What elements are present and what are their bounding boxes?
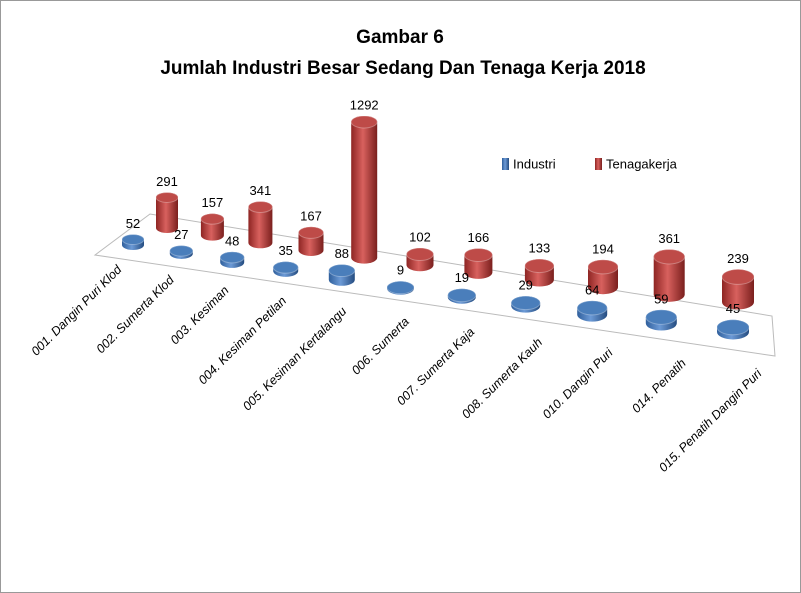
cylinder-top [121,234,145,246]
chart-title: Gambar 6 [356,27,444,48]
cylinder-top [587,259,619,275]
floor [93,213,776,357]
cylinder-top [386,280,415,295]
cylinder [156,192,178,233]
data-label: 29 [518,278,532,293]
cylinder-top [350,115,378,129]
chart-subtitle: Jumlah Industri Besar Sedang Dan Tenaga … [160,58,645,79]
cylinder [248,201,273,249]
data-label: 167 [300,208,322,223]
legend-swatch [595,158,602,170]
legend-label: Industri [513,156,556,171]
cylinder-top [328,264,356,278]
cylinder-top [447,288,477,303]
cylinder-top [716,319,750,336]
data-label: 88 [335,246,349,261]
data-label: 48 [225,233,239,248]
data-label: 52 [126,216,140,231]
data-label: 27 [174,227,188,242]
cylinder-top [406,247,434,262]
data-label: 35 [278,243,292,258]
data-label: 133 [529,241,551,256]
data-label: 45 [726,301,740,316]
data-label: 19 [455,270,469,285]
data-label: 102 [409,229,431,244]
data-label: 361 [658,231,680,246]
legend-swatch [502,158,509,170]
data-label: 341 [250,183,272,198]
cylinder-top [463,247,493,262]
data-label: 166 [468,230,490,245]
data-label: 64 [585,282,599,297]
cylinder-top [169,245,194,257]
cylinder-top [510,295,541,311]
cylinder-top [247,200,273,213]
cylinder-top [155,191,179,203]
cylinder-top [219,251,245,264]
cylinder-top [272,261,299,274]
cylinder-top [524,258,555,274]
cylinder-top [721,268,755,285]
data-label: 194 [592,241,614,256]
cylinder-top [200,213,225,225]
cylinder-top [645,309,678,325]
data-label: 291 [156,174,178,189]
cylinder-top [653,248,686,265]
cylinder-top [298,226,324,239]
cylinder [351,115,378,264]
legend-label: Tenagakerja [606,156,678,171]
cylinder-top [576,300,608,316]
data-label: 1292 [350,97,379,112]
data-label: 59 [654,291,668,306]
data-label: 157 [202,195,224,210]
data-label: 239 [727,251,749,266]
data-label: 9 [397,263,404,278]
